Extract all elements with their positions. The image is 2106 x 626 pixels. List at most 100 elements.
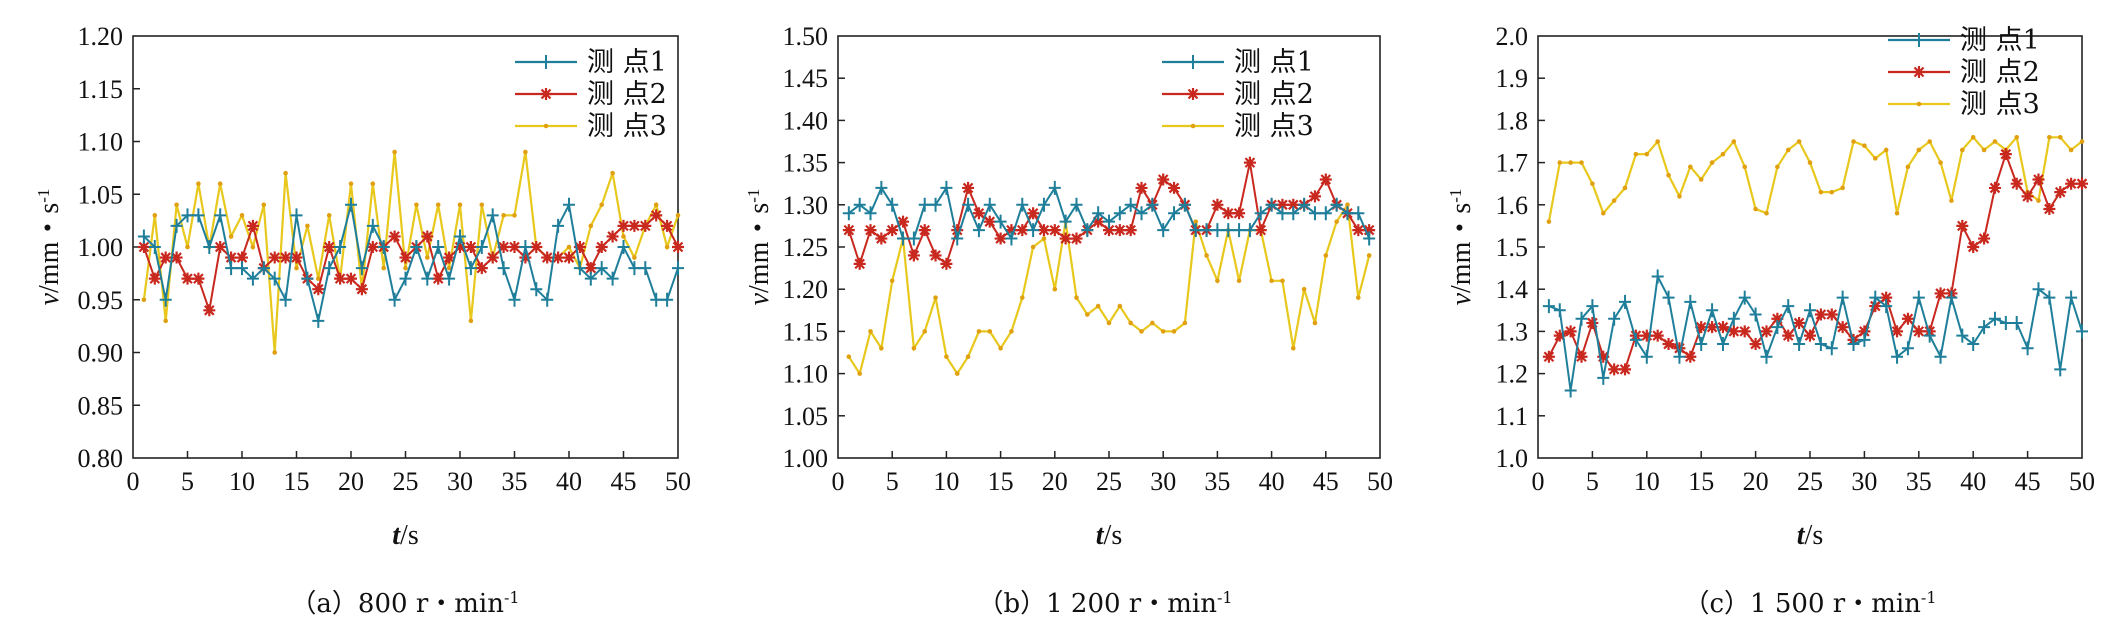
data-point — [1869, 290, 1882, 305]
data-point — [1677, 194, 1682, 199]
data-point — [1579, 160, 1584, 165]
data-point — [1771, 312, 1784, 325]
data-point — [1858, 325, 1871, 338]
data-point — [152, 213, 158, 218]
data-point — [1308, 190, 1321, 203]
data-point — [1222, 207, 1235, 220]
y-axis-label: v/mm・s-1 — [744, 189, 776, 306]
y-label-sup: -1 — [1446, 189, 1465, 203]
data-point — [1709, 160, 1715, 165]
data-point — [1608, 311, 1621, 326]
data-point — [983, 215, 996, 228]
data-point — [606, 230, 619, 243]
series-1 — [137, 197, 684, 328]
data-point — [940, 257, 953, 270]
y-axis: 0.80 0.85 0.90 0.95 1.00 1.05 1.10 1.15 1.20 — [78, 22, 140, 473]
data-point — [148, 240, 161, 254]
data-point — [595, 241, 608, 253]
data-point — [501, 213, 506, 218]
data-point — [1633, 151, 1639, 157]
series-line — [142, 151, 680, 353]
data-point — [290, 208, 303, 223]
data-point — [875, 180, 888, 195]
data-point — [1059, 214, 1072, 229]
data-point — [1960, 147, 1965, 153]
y-tick-label: 1.50 — [783, 22, 829, 51]
data-point — [1366, 253, 1372, 258]
x-tick-label: 0 — [1532, 467, 1545, 496]
data-point — [1139, 329, 1144, 334]
series-2 — [1542, 148, 2088, 376]
data-point — [1597, 370, 1610, 385]
data-point — [2032, 173, 2045, 186]
data-point — [316, 276, 321, 281]
series-line — [143, 201, 679, 322]
data-point — [650, 209, 663, 222]
data-point — [159, 292, 172, 307]
data-point — [1934, 349, 1947, 364]
data-point — [922, 329, 928, 334]
data-point — [846, 354, 852, 360]
data-point — [1308, 206, 1321, 221]
data-point — [886, 224, 899, 237]
x-tick-label: 0 — [127, 467, 140, 496]
data-point — [170, 251, 183, 264]
data-point — [1938, 160, 1943, 165]
data-point — [1880, 291, 1893, 304]
data-point — [1363, 224, 1376, 237]
legend-label: 测 点2 — [587, 79, 667, 110]
data-point — [1862, 143, 1867, 149]
x-axis: 0 5 10 15 20 25 30 35 40 45 50 — [127, 451, 691, 496]
data-point — [1254, 224, 1267, 237]
data-point — [2010, 315, 2023, 330]
y-tick-label: 1.4 — [1496, 275, 1529, 304]
data-point — [933, 295, 938, 300]
data-point — [1793, 316, 1806, 329]
data-point — [345, 197, 357, 212]
data-point — [1128, 320, 1133, 326]
y-tick-label: 0.85 — [78, 391, 124, 420]
data-point — [1880, 299, 1893, 314]
x-axis: 0 5 10 15 20 25 30 35 40 45 50 — [1532, 451, 2095, 496]
data-point — [1629, 332, 1642, 347]
data-point — [1269, 278, 1274, 284]
data-point — [1182, 320, 1188, 326]
data-point — [929, 197, 942, 212]
data-point — [1074, 295, 1079, 300]
y-axis: 1.00 1.05 1.10 1.15 1.20 1.25 1.30 1.35 1.40 1.45… — [783, 22, 845, 473]
data-point — [305, 223, 310, 229]
data-point — [1546, 219, 1552, 224]
data-point — [203, 240, 216, 254]
data-point — [1716, 337, 1729, 352]
x-tick-label: 10 — [933, 467, 959, 496]
x-tick-label: 45 — [611, 467, 637, 496]
data-point — [1988, 181, 2001, 194]
x-tick-label: 40 — [1960, 467, 1986, 496]
data-point — [1222, 223, 1235, 238]
data-point — [355, 261, 368, 276]
y-tick-label: 1.05 — [783, 402, 829, 431]
data-point — [1070, 197, 1083, 212]
data-point — [403, 265, 408, 271]
data-point — [864, 224, 877, 237]
data-point — [1901, 312, 1914, 325]
y-label-var: v — [744, 292, 775, 305]
y-tick-label: 1.45 — [783, 64, 829, 93]
data-point — [1956, 328, 1969, 343]
legend-label: 测 点1 — [1234, 47, 1314, 78]
x-tick-label: 50 — [1367, 467, 1393, 496]
y-tick-label: 1.15 — [783, 317, 829, 346]
data-point — [1695, 337, 1708, 352]
data-point — [889, 278, 895, 284]
data-point — [1019, 295, 1025, 300]
data-point — [1243, 156, 1256, 169]
data-point — [1684, 350, 1697, 363]
data-point — [2076, 324, 2088, 339]
data-point — [185, 244, 190, 250]
data-point — [1027, 223, 1040, 238]
data-point — [1553, 329, 1566, 342]
data-point — [994, 214, 1007, 229]
panel-caption: （a）800 r・min-1 — [290, 588, 519, 620]
data-point — [1092, 215, 1105, 228]
data-point — [650, 292, 663, 307]
